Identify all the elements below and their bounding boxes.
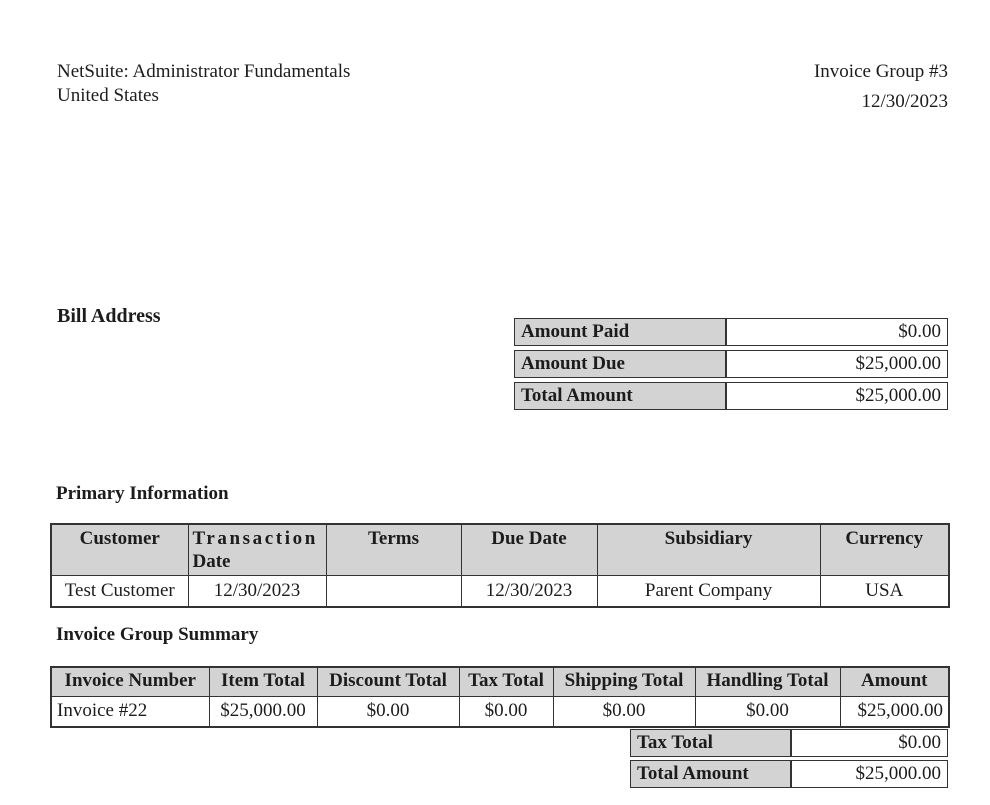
amount-value: $25,000.00: [839, 695, 950, 728]
total-amount-row: Total Amount $25,000.00: [514, 382, 948, 410]
amount-due-label: Amount Due: [514, 350, 726, 378]
amount-due-value: $25,000.00: [726, 350, 948, 378]
summary-total-amount-label: Total Amount: [630, 760, 791, 788]
due-date-column-header: Due Date: [460, 523, 598, 576]
document-title: Invoice Group #3: [813, 61, 948, 82]
customer-value: Test Customer: [50, 575, 189, 607]
amount-due-row: Amount Due $25,000.00: [514, 350, 948, 378]
total-amount-value: $25,000.00: [726, 382, 948, 410]
item-total-column-header: Item Total: [208, 666, 318, 697]
summary-tax-total-value: $0.00: [791, 729, 948, 757]
handling-total-value: $0.00: [694, 695, 841, 728]
document-date: 12/30/2023: [861, 91, 948, 112]
bill-address-heading: Bill Address: [57, 305, 161, 327]
handling-total-column-header: Handling Total: [694, 666, 841, 697]
invoice-group-summary-header-row: Invoice Number Item Total Discount Total…: [50, 666, 950, 697]
shipping-total-column-header: Shipping Total: [552, 666, 696, 697]
invoice-number-value: Invoice #22: [50, 695, 210, 728]
subsidiary-column-header: Subsidiary: [596, 523, 821, 576]
amount-column-header: Amount: [839, 666, 950, 697]
summary-totals-table: Tax Total $0.00 Total Amount $25,000.00: [630, 729, 948, 791]
company-name: NetSuite: Administrator Fundamentals: [57, 61, 351, 82]
invoice-group-summary-table: Invoice Number Item Total Discount Total…: [50, 666, 950, 728]
amount-paid-label: Amount Paid: [514, 318, 726, 346]
primary-information-table: Customer Transaction Date Terms Due Date…: [50, 523, 950, 608]
shipping-total-value: $0.00: [552, 695, 696, 728]
amounts-table: Amount Paid $0.00 Amount Due $25,000.00 …: [514, 318, 948, 414]
company-country: United States: [57, 85, 159, 106]
discount-total-column-header: Discount Total: [316, 666, 460, 697]
document-header: Invoice Group #3 12/30/2023: [814, 60, 948, 114]
invoice-group-summary-heading: Invoice Group Summary: [56, 624, 259, 645]
summary-total-amount-value: $25,000.00: [791, 760, 948, 788]
summary-total-amount-row: Total Amount $25,000.00: [630, 760, 948, 788]
invoice-summary-data-row: Invoice #22 $25,000.00 $0.00 $0.00 $0.00…: [50, 695, 950, 728]
summary-tax-total-label: Tax Total: [630, 729, 791, 757]
currency-column-header: Currency: [819, 523, 950, 576]
amount-paid-row: Amount Paid $0.00: [514, 318, 948, 346]
transaction-date-value: 12/30/2023: [187, 575, 327, 607]
subsidiary-value: Parent Company: [596, 575, 821, 607]
summary-tax-total-row: Tax Total $0.00: [630, 729, 948, 757]
company-header: NetSuite: Administrator Fundamentals Uni…: [57, 60, 350, 108]
customer-column-header: Customer: [50, 523, 189, 576]
due-date-value: 12/30/2023: [460, 575, 598, 607]
primary-information-header-row: Customer Transaction Date Terms Due Date…: [50, 523, 950, 576]
primary-information-data-row: Test Customer 12/30/2023 12/30/2023 Pare…: [50, 575, 950, 607]
tax-total-value: $0.00: [458, 695, 554, 728]
primary-information-heading: Primary Information: [56, 483, 229, 504]
transaction-date-header-line2: Date: [192, 551, 231, 572]
discount-total-value: $0.00: [316, 695, 460, 728]
amount-paid-value: $0.00: [726, 318, 948, 346]
invoice-number-column-header: Invoice Number: [50, 666, 210, 697]
terms-value: [325, 575, 462, 607]
terms-column-header: Terms: [325, 523, 462, 576]
transaction-date-column-header: Transaction Date: [187, 523, 327, 576]
currency-value: USA: [819, 575, 950, 607]
total-amount-label: Total Amount: [514, 382, 726, 410]
tax-total-column-header: Tax Total: [458, 666, 554, 697]
item-total-value: $25,000.00: [208, 695, 318, 728]
transaction-date-header-line1: Transaction: [192, 528, 318, 549]
